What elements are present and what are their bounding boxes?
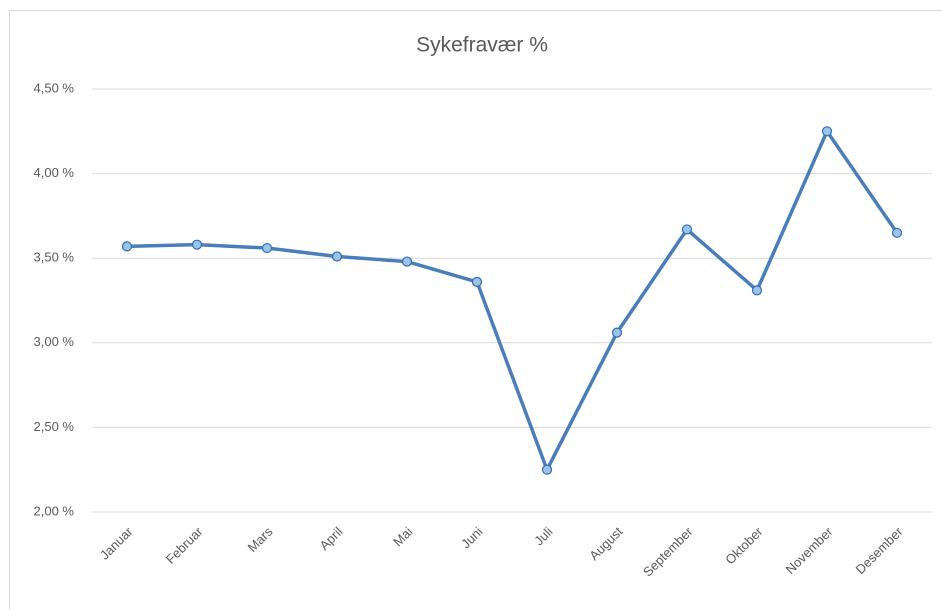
data-point	[401, 256, 413, 267]
chart-title: Sykefravær %	[416, 34, 548, 57]
data-point	[191, 239, 203, 250]
data-point	[261, 242, 273, 254]
data-point	[471, 276, 483, 287]
data-line	[125, 129, 899, 472]
y-tick-label: 4,00 %	[34, 165, 75, 180]
y-tick-label: 4,50 %	[34, 80, 75, 95]
data-point	[821, 126, 833, 137]
data-point	[891, 227, 903, 238]
data-point	[331, 251, 343, 262]
chart-border	[9, 10, 942, 610]
data-point	[121, 241, 133, 252]
y-tick-label: 3,00 %	[34, 334, 75, 349]
data-point	[751, 285, 763, 296]
y-tick-label: 2,00 %	[34, 503, 75, 518]
data-point	[541, 464, 553, 475]
data-point	[611, 327, 623, 338]
y-tick-label: 2,50 %	[34, 419, 75, 434]
y-tick-label: 3,50 %	[34, 250, 75, 265]
data-point	[681, 224, 693, 235]
